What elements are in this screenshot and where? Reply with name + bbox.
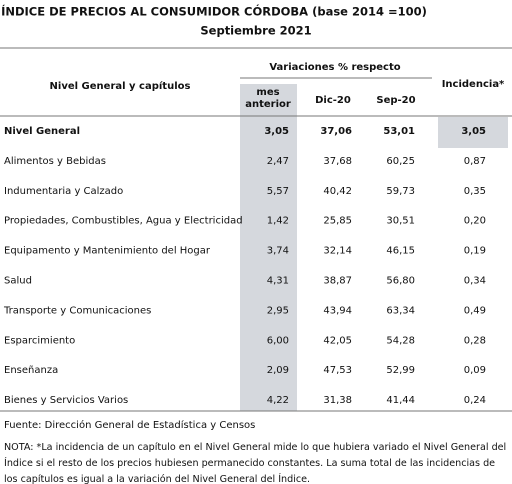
row-label: Transporte y Comunicaciones [3,305,151,316]
cell: 37,68 [323,156,352,167]
col-header: mes [256,87,279,98]
col-header: Nivel General y capítulos [50,80,191,92]
cell: 0,87 [464,156,486,167]
row-label: Indumentaria y Calzado [4,186,123,197]
cell: 25,85 [323,216,352,227]
row-label: Propiedades, Combustibles, Agua y Electr… [4,216,243,227]
cell: 4,31 [267,276,289,287]
col-header: Sep-20 [376,95,415,106]
cell: 0,28 [464,335,486,346]
cell: 60,25 [386,156,415,167]
note: los capítulos es igual a la variación de… [4,472,310,484]
highlight-cell [438,117,508,148]
cell: 56,80 [386,276,415,287]
cell: 2,09 [267,365,289,376]
cell: 30,51 [386,216,415,227]
source: Fuente: Dirección General de Estadística… [4,419,255,431]
note: NOTA: *La incidencia de un capítulo en e… [4,441,506,453]
cell: 42,05 [323,335,352,346]
cell: 63,34 [386,305,415,316]
cell: 3,05 [264,126,289,137]
cell: 0,24 [464,395,486,406]
cell: 52,99 [386,365,415,376]
cell: 32,14 [323,246,352,257]
cell: 0,09 [464,365,486,376]
cell: 4,22 [267,395,289,406]
row-label: Enseñanza [4,365,58,376]
row-label: Alimentos y Bebidas [4,156,106,167]
cell: 59,73 [386,186,415,197]
cell: 46,15 [386,246,415,257]
cell: 38,87 [323,276,352,287]
cell: 6,00 [267,335,289,346]
col-header: anterior [245,99,291,110]
cell: 37,06 [320,126,352,137]
col-group-header: Variaciones % respecto [269,62,400,73]
col-header: Dic-20 [315,95,351,106]
cell: 41,44 [386,395,415,406]
cell: 43,94 [323,305,352,316]
cell: 1,42 [267,216,289,227]
cell: 5,57 [267,186,289,197]
row-label: Bienes y Servicios Varios [4,395,128,406]
col-header: Incidencia* [442,79,505,90]
cell: 2,47 [267,156,289,167]
cell: 31,38 [323,395,352,406]
cell: 0,49 [464,305,486,316]
note: Índice si el resto de los precios hubies… [4,456,495,469]
cell: 2,95 [267,305,289,316]
cell: 0,34 [464,276,486,287]
row-label: Esparcimiento [4,335,75,346]
cell: 54,28 [386,335,415,346]
row-label: Equipamento y Mantenimiento del Hogar [4,246,211,257]
cell: 53,01 [383,126,415,137]
highlight-column [240,84,297,411]
cell: 0,35 [464,186,486,197]
cell: 3,05 [461,126,486,137]
row-label: Nivel General [4,126,80,137]
subtitle: Septiembre 2021 [200,24,311,38]
row-label: Salud [4,276,32,287]
cell: 0,20 [464,216,486,227]
cell: 47,53 [323,365,352,376]
title: ÍNDICE DE PRECIOS AL CONSUMIDOR CÓRDOBA … [1,4,427,19]
cell: 0,19 [464,246,486,257]
cell: 3,74 [267,246,289,257]
cell: 40,42 [323,186,352,197]
